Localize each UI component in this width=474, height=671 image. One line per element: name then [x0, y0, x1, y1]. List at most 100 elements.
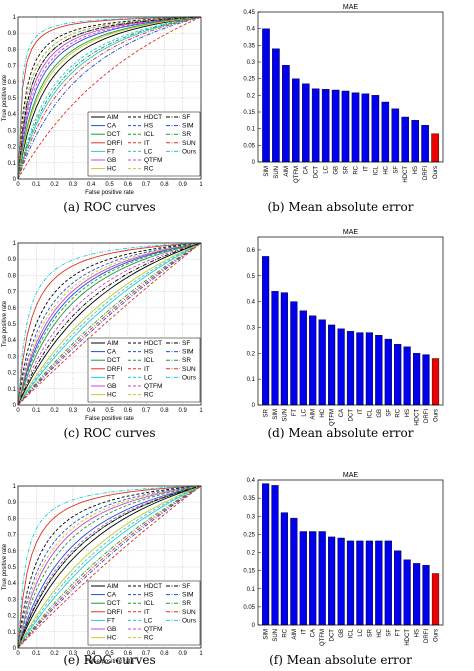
roc-chart-c: 00 0.1 0.1 0.2 0.2 0.3 0.3 0.4 0.4 0.5 0.5 0.6 0.6 0.… — [2, 241, 203, 440]
y-tick-label: 1 — [13, 241, 17, 247]
y-tick-label: 0.1 — [8, 161, 17, 167]
legend-label: SF — [182, 114, 190, 121]
y-tick-label: 0.45 — [243, 10, 255, 16]
legend-label: RC — [144, 392, 154, 399]
legend-label: GB — [107, 383, 116, 390]
x-tick-label: FT — [292, 409, 298, 417]
roc-series-sim — [17, 242, 202, 406]
x-tick-label: 0 — [16, 408, 20, 414]
legend-label: RC — [144, 635, 154, 642]
x-tick-label: 0.8 — [160, 182, 169, 188]
y-tick-label: 0.05 — [243, 143, 255, 149]
bar-rc — [394, 344, 402, 406]
roc-series-aim — [17, 242, 202, 406]
chart-title: MAE — [343, 472, 359, 479]
bar-ca — [309, 531, 317, 626]
roc-series-lc — [17, 16, 202, 180]
bar-aim — [282, 65, 290, 163]
legend-label: GB — [107, 157, 116, 164]
y-tick-label: 0 — [13, 177, 17, 183]
y-tick-label: 0.4 — [8, 338, 17, 344]
roc-series-ft — [17, 485, 202, 649]
x-tick-label: SUN — [273, 629, 279, 642]
x-tick-label: 0 — [16, 182, 20, 188]
roc-series-lc — [17, 485, 202, 649]
y-tick-label: 0.3 — [247, 60, 256, 66]
bar-sr — [262, 256, 270, 406]
bar-ours — [431, 573, 440, 626]
x-tick-label: SR — [264, 408, 270, 417]
legend-label: AIM — [107, 340, 119, 347]
x-tick-label: 0.5 — [105, 182, 114, 188]
y-tick-label: 0 — [13, 403, 17, 409]
mae-chart-b: 0 0.05 0.1 0.15 0.2 0.25 0.3 0.35 0.4 0.45 SIM SUN A… — [243, 4, 444, 214]
y-tick-label: 0.7 — [8, 64, 17, 70]
roc-series-sr — [17, 242, 202, 406]
x-tick-label: HS — [405, 409, 411, 417]
legend-label: QTFM — [144, 157, 162, 164]
legend-box — [87, 111, 201, 177]
roc-series-sim — [17, 16, 202, 180]
roc-series-hdct — [17, 485, 202, 649]
legend-label: IT — [144, 140, 150, 147]
bar-icl — [346, 540, 355, 626]
bar-sr — [341, 90, 350, 163]
roc-chart-e: 00 0.1 0.1 0.2 0.2 0.3 0.3 0.4 0.4 0.5 0.5 0.6 0.6 0.… — [2, 484, 203, 667]
x-tick-label: HDCT — [415, 409, 421, 426]
y-tick-label: 0.15 — [243, 569, 255, 575]
x-tick-label: 0.8 — [160, 651, 169, 657]
bar-aim — [290, 517, 298, 626]
legend-label: FT — [107, 148, 115, 155]
roc-series-hc — [17, 16, 202, 180]
x-tick-label: 0.8 — [160, 408, 169, 414]
legend-label: SIM — [182, 349, 194, 356]
x-tick-label: 0.1 — [32, 408, 41, 414]
x-tick-label: 0.6 — [124, 408, 133, 414]
y-tick-label: 0.9 — [8, 257, 17, 263]
x-tick-label: LC — [358, 628, 364, 636]
legend-label: SR — [182, 600, 191, 607]
bar-ca — [302, 83, 310, 163]
y-tick-label: 0.3 — [247, 514, 256, 520]
roc-series-ca — [17, 242, 202, 406]
y-tick-label: 0.3 — [8, 354, 17, 360]
x-tick-label: SUN — [274, 166, 280, 179]
y-tick-label: 0 — [252, 160, 256, 166]
bar-sf — [384, 540, 392, 626]
roc-series-sf — [17, 16, 202, 180]
legend-label: DCT — [107, 131, 120, 138]
x-tick-label: GB — [334, 166, 340, 175]
x-tick-label: 0.1 — [32, 651, 41, 657]
x-tick-label: 1 — [199, 408, 203, 414]
legend-label: HS — [144, 592, 154, 599]
x-tick-label: DCT — [349, 409, 355, 422]
legend-label: IT — [144, 609, 150, 616]
x-tick-label: IT — [358, 409, 364, 415]
bar-sun — [272, 48, 280, 163]
legend-label: Ours — [182, 374, 197, 381]
y-tick-label: 0.2 — [247, 551, 256, 557]
caption: (f) Mean absolute error — [269, 653, 412, 667]
caption: (d) Mean absolute error — [267, 426, 413, 440]
x-axis-label: False positive rate — [85, 190, 134, 196]
x-tick-label: GB — [377, 409, 383, 418]
bar-drfi — [421, 125, 429, 163]
x-tick-label: LC — [324, 165, 330, 173]
roc-series-rc — [17, 16, 202, 180]
x-tick-label: HS — [415, 629, 421, 637]
bar-dct — [328, 536, 336, 626]
bar-ours — [431, 133, 439, 163]
legend-label: LC — [144, 148, 153, 155]
bar-hc — [381, 101, 390, 163]
roc-series-gb — [17, 485, 202, 649]
legend-label: HDCT — [144, 340, 162, 347]
legend-label: SF — [182, 583, 190, 590]
bar-sun — [280, 292, 289, 406]
legend-label: LC — [144, 374, 153, 381]
roc-series-dct — [17, 242, 202, 406]
x-tick-label: HDCT — [405, 629, 411, 646]
roc-series-sr — [17, 16, 202, 180]
legend-label: HC — [107, 166, 117, 173]
roc-chart-a: 00 0.1 0.1 0.2 0.2 0.3 0.3 0.4 0.4 0.5 0.5 0.6 0.6 0.… — [2, 15, 203, 214]
